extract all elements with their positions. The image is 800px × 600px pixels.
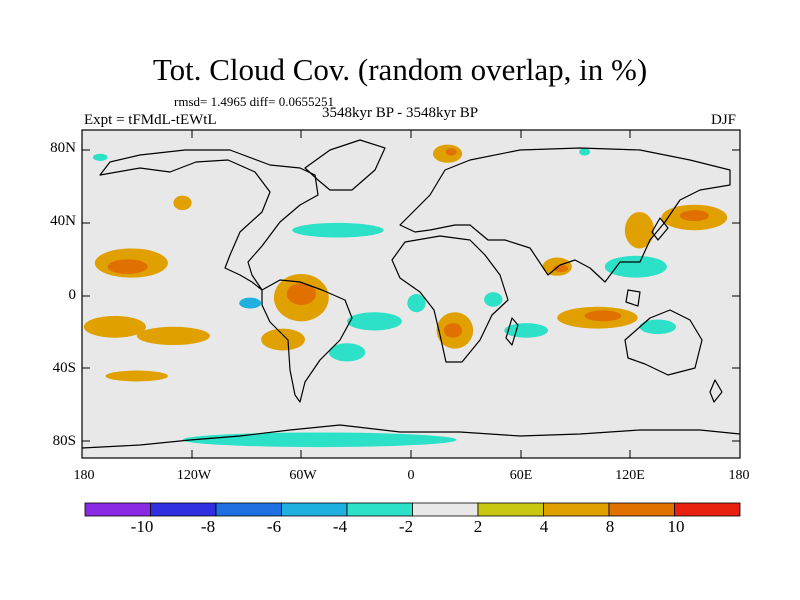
colorbar-swatch <box>608 502 675 517</box>
colorbar-label: 2 <box>473 517 483 536</box>
anomaly-equatorial-pacific-east <box>239 297 262 309</box>
anomaly-scandinavia-arctic-core <box>445 148 457 156</box>
anomaly-australia-north <box>639 319 677 335</box>
anomaly-gulf-of-guinea <box>407 294 426 313</box>
colorbar-label: -6 <box>266 517 282 536</box>
anomaly-layer <box>83 144 728 448</box>
lon-label-180w: 180 <box>73 468 95 483</box>
lon-label-60w: 60W <box>289 468 317 483</box>
anomaly-southern-africa-core <box>443 323 463 338</box>
anomaly-tropical-atlantic <box>347 312 402 331</box>
coastline-eurasia <box>399 147 731 283</box>
anomaly-north-pacific-east-core <box>107 259 148 274</box>
colorbar <box>84 502 741 517</box>
experiment-label: Expt = tFMdL-tEWtL <box>84 112 217 128</box>
anomaly-south-pacific-mid <box>136 326 210 346</box>
anomaly-indian-ocean-east-core <box>584 310 622 322</box>
anomaly-east-africa <box>484 292 503 307</box>
anomaly-china-north <box>624 212 655 249</box>
anomaly-south-pacific <box>83 315 146 338</box>
map-frame <box>81 129 741 459</box>
colorbar-swatch <box>281 502 348 517</box>
colorbar-swatch <box>412 502 479 517</box>
anomaly-arctic-east <box>579 148 591 156</box>
chart-title: Tot. Cloud Cov. (random overlap, in %) <box>152 52 648 87</box>
coastline-south-america <box>261 279 353 403</box>
anomaly-arctic-west <box>92 153 108 161</box>
colorbar-swatch <box>84 502 151 517</box>
anomaly-north-pacific-west-core <box>679 210 709 222</box>
anomaly-south-pacific-dashes <box>105 370 168 382</box>
lon-label-60e: 60E <box>509 468 533 483</box>
season-label: DJF <box>711 112 737 128</box>
lon-label-180e: 180 <box>728 468 750 483</box>
anomaly-north-america-west <box>173 195 192 211</box>
lat-label-40n: 40N <box>50 213 76 229</box>
period-label: 3548kyr BP - 3548kyr BP <box>322 105 479 121</box>
anomaly-indian-ocean-southwest <box>504 323 549 338</box>
anomaly-southeast-pacific <box>261 328 305 351</box>
colorbar-label: 4 <box>539 517 549 536</box>
anomaly-south-america-amazon-core <box>286 283 316 305</box>
anomaly-north-atlantic-band <box>292 222 384 238</box>
coastline-madagascar <box>505 317 519 346</box>
lat-label-40s: 40S <box>52 360 76 376</box>
colorbar-label: -2 <box>398 517 414 536</box>
colorbar-swatch <box>150 502 217 517</box>
colorbar-label: 10 <box>667 517 685 536</box>
colorbar-swatch <box>674 502 741 517</box>
colorbar-swatch <box>346 502 413 517</box>
coastline-antarctica <box>81 424 741 449</box>
colorbar-label: -4 <box>332 517 348 536</box>
lon-label-120w: 120W <box>176 468 212 483</box>
coastline-greenland <box>304 139 386 191</box>
colorbar-label: -8 <box>200 517 216 536</box>
colorbar-swatch <box>215 502 282 517</box>
coastline-north-america <box>99 149 319 291</box>
lat-label-80n: 80N <box>50 140 76 156</box>
colorbar-swatch <box>543 502 610 517</box>
map-background <box>82 130 740 458</box>
colorbar-label: 8 <box>605 517 615 536</box>
colorbar-label: -10 <box>130 517 154 536</box>
coastline-japan <box>651 217 669 241</box>
coastlines <box>81 139 741 449</box>
anomaly-south-atlantic <box>328 343 366 362</box>
stats-line: rmsd= 1.4965 diff= 0.0655251 <box>174 94 334 109</box>
coastline-new-zealand <box>709 379 723 403</box>
coastline-africa <box>391 235 509 363</box>
colorbar-swatch <box>477 502 544 517</box>
lat-label-80s: 80S <box>52 433 76 449</box>
anomaly-southern-ocean <box>182 432 457 448</box>
coastline-australia <box>624 309 703 376</box>
lat-label-eq: 0 <box>68 287 77 303</box>
lon-label-120e: 120E <box>615 468 645 483</box>
coastline-borneo <box>625 289 641 307</box>
axis-ticks <box>82 130 740 458</box>
anomaly-maritime-continent <box>604 255 667 278</box>
lon-label-0: 0 <box>407 468 415 483</box>
